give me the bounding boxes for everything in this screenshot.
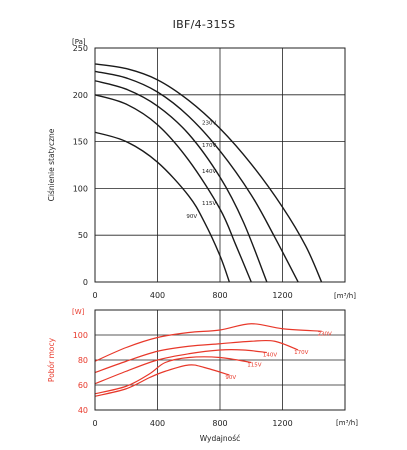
x-tick-label: 0: [92, 419, 97, 428]
y-tick-label: 150: [73, 138, 88, 147]
series-line-140V: [94, 349, 267, 385]
series-line-115V: [94, 356, 252, 395]
series-label-90V: 90V: [186, 214, 197, 220]
series-line-230V: [94, 63, 323, 283]
power-x-axis-label: Wydajność: [200, 434, 241, 443]
pressure-curve-labels: 230V 170V 140V 115V 90V: [186, 120, 216, 220]
series-line-90V: [94, 364, 230, 397]
power-tick-labels: 0 400 800 1200 40 60 80 100: [73, 331, 293, 428]
x-tick-label: 400: [150, 419, 165, 428]
power-plot-frame: [94, 309, 346, 411]
y-tick-label: 200: [73, 91, 88, 100]
x-tick-label: 800: [212, 419, 227, 428]
x-tick-label: 1200: [272, 291, 292, 300]
y-tick-label: 250: [73, 44, 88, 53]
x-tick-label: 1200: [272, 419, 292, 428]
y-tick-label: 40: [78, 406, 88, 415]
y-tick-label: 60: [78, 381, 88, 390]
y-tick-label: 80: [78, 356, 88, 365]
power-curves: [94, 323, 322, 397]
series-line-115V: [94, 94, 252, 283]
series-line-90V: [94, 131, 231, 283]
power-x-unit: [m³/h]: [336, 419, 358, 427]
pressure-grid: [95, 48, 345, 282]
series-label-90V: 90V: [225, 375, 236, 381]
series-label-140V: 140V: [202, 169, 216, 175]
pressure-chart: 0 400 800 1200 0 50 100 150 200 250 230V 170V 140V 1…: [47, 38, 356, 300]
y-tick-label: 100: [73, 331, 88, 340]
series-label-170V: 170V: [202, 143, 216, 149]
chart-title: IBF/4-315S: [173, 18, 236, 31]
x-tick-label: 0: [92, 291, 97, 300]
x-tick-label: 800: [212, 291, 227, 300]
pressure-x-unit: [m³/h]: [334, 292, 356, 300]
y-tick-label: 50: [78, 231, 88, 240]
series-label-140V: 140V: [263, 353, 277, 359]
pressure-plot-frame: [94, 47, 346, 283]
pressure-y-axis-label: Ciśnienie statyczne: [47, 128, 56, 201]
series-line-140V: [94, 80, 268, 283]
power-unit: [W]: [72, 308, 85, 316]
x-tick-label: 400: [150, 291, 165, 300]
pressure-tick-labels: 0 400 800 1200 0 50 100 150 200 250: [73, 44, 293, 300]
pressure-unit: [Pa]: [72, 38, 86, 46]
series-label-170V: 170V: [294, 350, 308, 356]
series-line-170V: [94, 70, 299, 283]
series-label-230V: 230V: [202, 120, 216, 126]
series-line-230V: [94, 323, 322, 362]
series-label-230V: 230V: [318, 331, 332, 337]
y-tick-label: 0: [83, 278, 88, 287]
power-grid: [95, 310, 345, 410]
series-label-115V: 115V: [202, 201, 216, 207]
power-y-axis-label: Pobór mocy: [47, 337, 56, 382]
y-tick-label: 100: [73, 184, 88, 193]
pressure-curves: [94, 63, 323, 283]
series-line-170V: [94, 339, 299, 374]
series-label-115V: 115V: [247, 363, 261, 369]
